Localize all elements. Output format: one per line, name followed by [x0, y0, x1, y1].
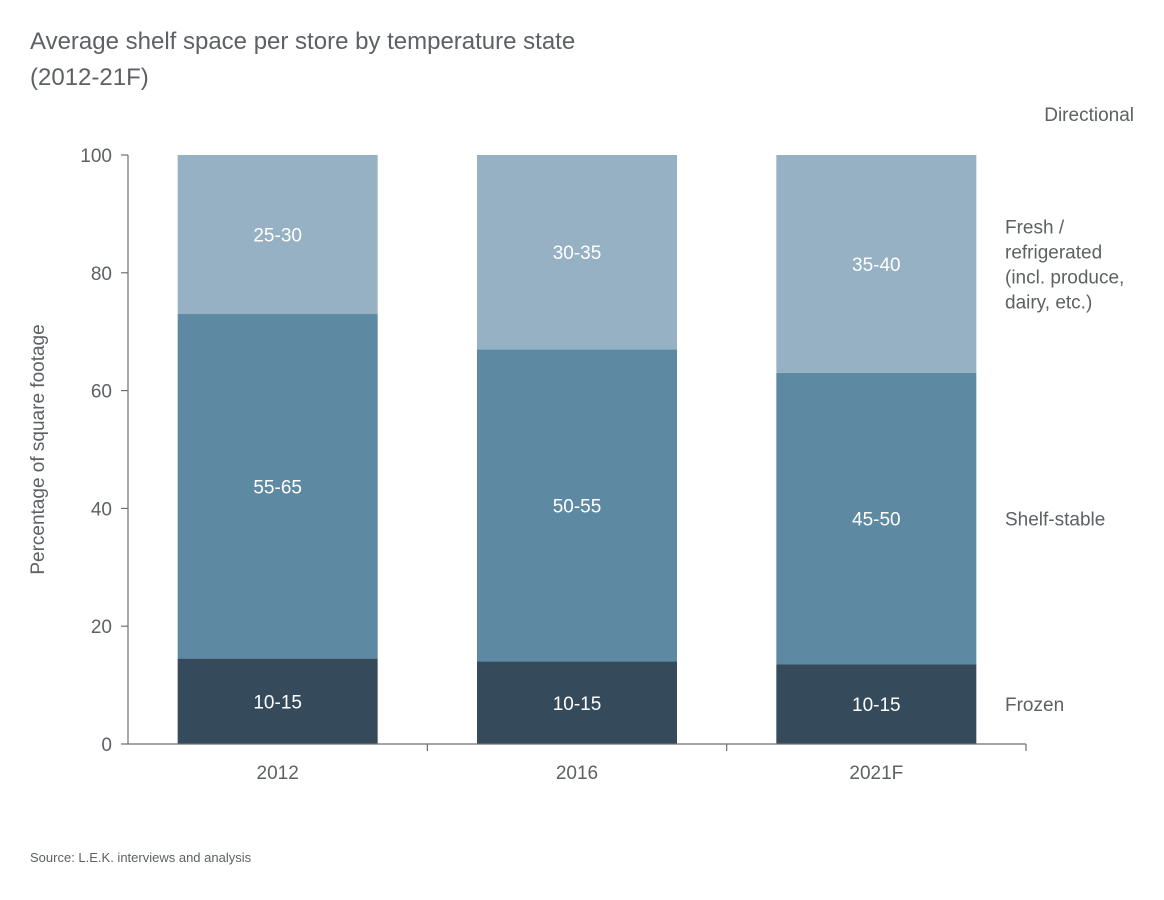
bar-segment-2012-shelf-stable [177, 314, 378, 659]
y-axis-title: Percentage of square footage [28, 324, 49, 574]
data-label-2021f-0: 10-15 [852, 695, 901, 716]
chart-title-line-1: Average shelf space per store by tempera… [30, 28, 576, 55]
legend-label-line: Frozen [1005, 695, 1064, 716]
bars-layer [177, 155, 977, 744]
data-label-2021f-2: 35-40 [852, 255, 901, 276]
labels-layer: 10-15 55-65 25-30 2012 10-15 50-55 30-35 2016 10… [28, 146, 1124, 784]
bar-segment-2016-frozen [477, 661, 677, 744]
data-label-2016-2: 30-35 [553, 243, 602, 264]
data-label-2012-1: 55-65 [253, 477, 302, 498]
bar-segment-2021f-fresh [776, 155, 977, 373]
chart-title-line-2: (2012-21F) [30, 64, 149, 91]
axes-layer [121, 154, 1027, 751]
y-tick-label-20: 20 [91, 617, 112, 638]
y-tick-label-0: 0 [101, 735, 112, 756]
x-tick-label-2016: 2016 [556, 763, 598, 784]
y-tick-label-60: 60 [91, 382, 112, 403]
y-tick-label-100: 100 [80, 146, 112, 167]
legend-label-line: Shelf-stable [1005, 510, 1105, 531]
source-note: Source: L.E.K. interviews and analysis [30, 850, 252, 865]
legend-label-1: Shelf-stable [1005, 510, 1105, 531]
bar-segment-2016-shelf-stable [477, 349, 677, 662]
bar-segment-2021f-shelf-stable [776, 372, 977, 665]
bar-segment-2021f-frozen [776, 664, 977, 744]
x-tick-label-2021f: 2021F [849, 763, 903, 784]
legend-label-line: refrigerated [1005, 242, 1102, 263]
legend-label-2: Fresh / refrigerated (incl. produce, dairy,… [1005, 217, 1124, 313]
bar-segment-2012-fresh [177, 155, 378, 315]
y-tick-label-80: 80 [91, 264, 112, 285]
data-label-2016-1: 50-55 [553, 496, 602, 517]
bar-segment-2012-frozen [177, 658, 378, 744]
legend-label-line: dairy, etc.) [1005, 292, 1092, 313]
bar-segment-2016-fresh [477, 155, 677, 350]
data-label-2012-2: 25-30 [253, 226, 302, 247]
data-label-2012-0: 10-15 [253, 692, 302, 713]
legend-label-line: Fresh / [1005, 217, 1065, 238]
x-tick-label-2012: 2012 [257, 763, 299, 784]
y-tick-label-40: 40 [91, 499, 112, 520]
legend-label-line: (incl. produce, [1005, 267, 1124, 288]
legend-label-0: Frozen [1005, 695, 1064, 716]
directional-note: Directional [1044, 105, 1134, 126]
chart-title: Average shelf space per store by tempera… [30, 24, 575, 96]
data-label-2021f-1: 45-50 [852, 510, 901, 531]
data-label-2016-0: 10-15 [553, 694, 602, 715]
